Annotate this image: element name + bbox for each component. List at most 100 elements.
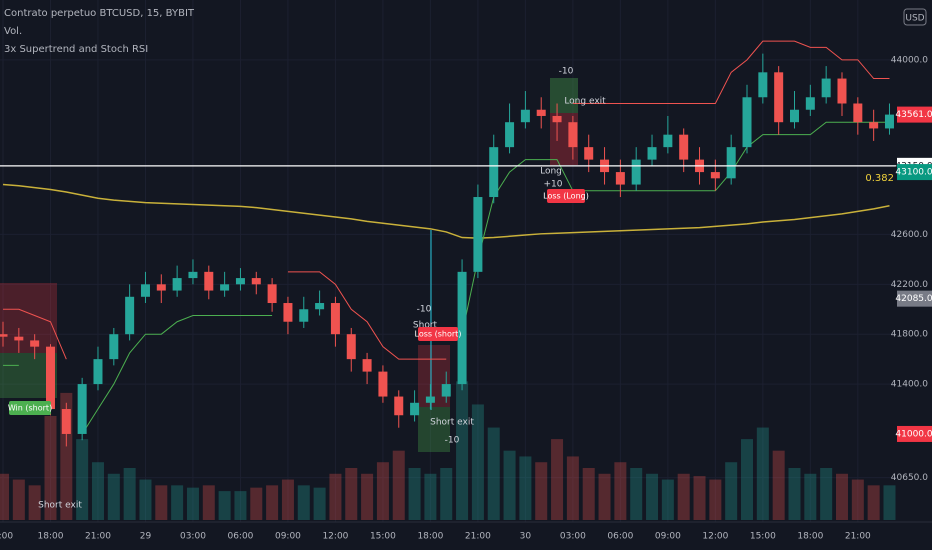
- label-box: [9, 401, 51, 415]
- candle-body: [172, 278, 182, 291]
- candle-body: [204, 271, 214, 291]
- volume-bar: [266, 485, 279, 520]
- volume-bar: [709, 479, 722, 520]
- volume-bar: [820, 468, 833, 520]
- volume-bar: [345, 468, 358, 520]
- candle-body: [568, 122, 578, 148]
- x-tick-label: 12:00: [322, 532, 348, 542]
- currency[interactable]: USD: [905, 14, 924, 24]
- header-volume: Vol.: [4, 26, 22, 37]
- volume-bar: [313, 487, 326, 520]
- candle-body: [30, 340, 40, 347]
- volume-bar: [28, 485, 41, 520]
- volume-bar: [456, 381, 469, 520]
- candle-body: [679, 134, 689, 160]
- volume-bar: [566, 456, 579, 520]
- candle-body: [267, 284, 277, 304]
- candle-body: [584, 147, 594, 160]
- candle-body: [299, 309, 309, 322]
- candle-body: [710, 172, 720, 179]
- candle-body: [140, 284, 150, 297]
- volume-bar: [44, 416, 57, 520]
- volume-bar: [91, 462, 104, 520]
- volume-bar: [76, 439, 89, 520]
- x-tick-label: 06:00: [227, 532, 253, 542]
- x-tick-label: 5:00: [0, 532, 13, 542]
- volume-bar: [107, 473, 120, 520]
- candle-body: [378, 371, 388, 397]
- x-tick-label: 29: [140, 532, 152, 542]
- y-tick-label: 41400.0: [891, 380, 928, 390]
- price-marker: [897, 290, 932, 307]
- x-tick-label: 21:00: [465, 532, 491, 542]
- candle-body: [884, 114, 894, 129]
- volume-bar: [756, 427, 769, 520]
- candle-body: [647, 147, 657, 160]
- volume-bar: [218, 491, 231, 520]
- label-box: [547, 189, 585, 203]
- indicator-line: [2, 183, 890, 239]
- header-indicator: 3x Supertrend and Stoch RSI: [4, 44, 148, 55]
- candle-body: [77, 384, 87, 434]
- volume-bar: [661, 479, 674, 520]
- candle-body: [410, 402, 420, 416]
- volume-bar: [424, 473, 437, 520]
- price-marker: [897, 425, 932, 442]
- x-tick-label: 09:00: [655, 532, 681, 542]
- x-tick-label: 12:00: [702, 532, 728, 542]
- candle-body: [520, 109, 530, 123]
- annotation: +10: [544, 180, 563, 190]
- volume-bar: [693, 476, 706, 520]
- candle-body: [283, 303, 293, 322]
- volume-bar: [281, 479, 294, 520]
- y-tick-label: 40650.0: [891, 473, 928, 483]
- label-box: [418, 327, 458, 341]
- candle-body: [805, 97, 815, 110]
- candle-body: [362, 359, 372, 372]
- currency-box[interactable]: [903, 8, 927, 26]
- candle-body: [615, 172, 625, 185]
- annotation: Long exit: [564, 97, 606, 107]
- volume-bar: [329, 473, 342, 520]
- volume-bar: [535, 462, 548, 520]
- candle-body: [536, 109, 546, 116]
- annotation: Loss (Long): [543, 192, 589, 201]
- trade-box: [418, 407, 450, 452]
- candle-body: [853, 103, 863, 123]
- candle-body: [726, 147, 736, 179]
- candle-body: [473, 197, 483, 272]
- candle-body: [758, 72, 768, 98]
- candle-body: [220, 284, 230, 291]
- candle-body: [505, 122, 515, 148]
- volume-bar: [376, 462, 389, 520]
- price-marker-label: 43100.0: [895, 168, 932, 178]
- y-tick-label: 42600.0: [891, 230, 928, 240]
- candle-body: [109, 334, 119, 360]
- header-title: Contrato perpetuo BTCUSD, 15, BYBIT: [4, 8, 195, 19]
- x-tick-label: 03:00: [560, 532, 586, 542]
- volume-bar: [725, 462, 738, 520]
- candle-body: [663, 134, 673, 148]
- candle-body: [821, 78, 831, 98]
- volume-bar: [487, 427, 500, 520]
- x-tick-label: 21:00: [85, 532, 111, 542]
- annotation: Short exit: [38, 501, 82, 511]
- candle-body: [125, 296, 135, 335]
- x-tick-label: 06:00: [607, 532, 633, 542]
- candle-body: [330, 303, 340, 335]
- candle-body: [425, 396, 435, 403]
- candle-body: [45, 346, 55, 410]
- candle-body: [489, 147, 499, 198]
- volume-bar: [614, 462, 627, 520]
- annotation: -10: [559, 67, 574, 77]
- volume-bar: [646, 473, 659, 520]
- candle-body: [394, 396, 404, 416]
- volume-bar: [408, 468, 421, 520]
- y-tick-label: 44000.0: [891, 55, 928, 65]
- candle-body: [188, 271, 198, 279]
- x-tick-label: 18:00: [797, 532, 823, 542]
- price-axis: [897, 0, 932, 522]
- x-tick-label: 30: [520, 532, 532, 542]
- price-marker-label: 43561.0: [895, 110, 932, 120]
